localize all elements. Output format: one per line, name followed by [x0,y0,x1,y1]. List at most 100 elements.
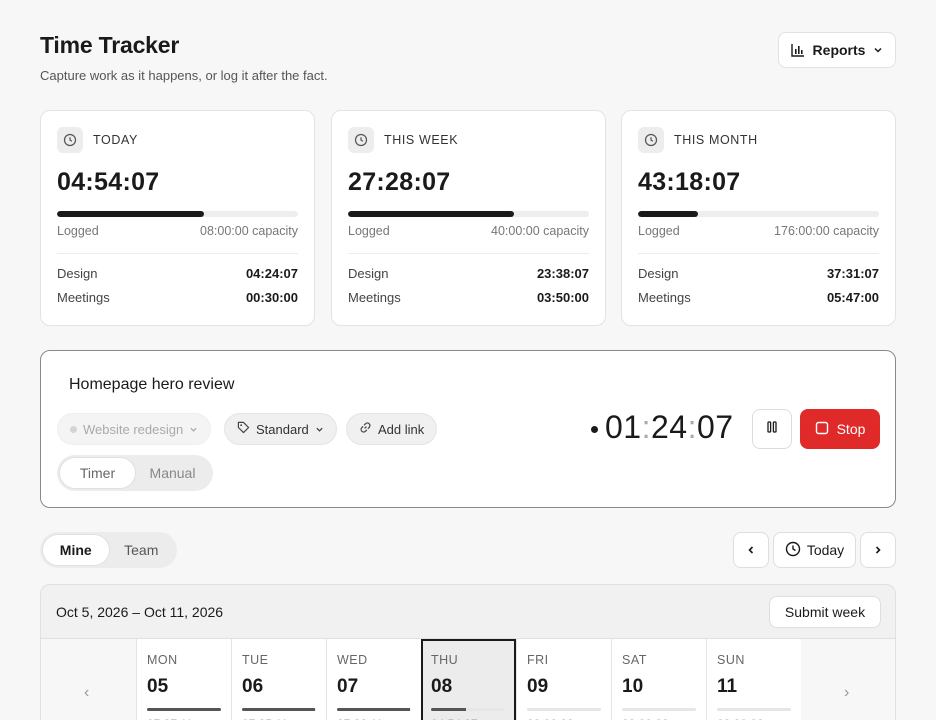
chevron-down-icon [189,422,198,437]
category-name: Meetings [638,290,691,305]
stop-button[interactable]: Stop [800,409,880,449]
day-progress-fill [147,708,221,711]
pause-icon [765,420,779,439]
tag-select[interactable]: Standard [224,413,337,445]
chevron-left-icon [746,542,756,558]
day-name: THU [431,653,459,667]
category-row: Meetings 03:50:00 [348,290,589,305]
week-day-strip: ‹ › MON 05 07:37:11 TUE 06 07:35:11 WED … [41,638,895,720]
day-name: SAT [622,653,647,667]
page-subtitle: Capture work as it happens, or log it af… [40,68,328,83]
stop-icon [815,421,829,438]
day-total: 04:54:07 [431,717,478,720]
chevron-right-icon [873,542,883,558]
day-cell[interactable]: FRI 09 00:00:00 [516,639,611,720]
pause-button[interactable] [752,409,792,449]
project-label: Website redesign [83,421,184,437]
day-total: 07:35:11 [242,717,288,720]
day-number: 07 [337,676,359,697]
stat-period-label: THIS WEEK [384,133,459,147]
category-row: Design 23:38:07 [348,266,589,281]
clock-seconds: 07 [696,409,734,445]
clock-minutes: 24 [650,409,688,445]
category-value: 05:47:00 [826,290,879,305]
active-timer-card: Homepage hero review Website redesign St… [40,350,896,508]
clock-hours: 01 [605,409,642,445]
task-title[interactable]: Homepage hero review [69,376,235,393]
view-team-button[interactable]: Team [124,542,159,558]
project-select[interactable]: Website redesign [57,413,212,445]
tag-label: Standard [256,421,309,437]
day-cell[interactable]: THU 08 04:54:07 [421,639,516,720]
day-name: MON [147,653,178,667]
add-link-button[interactable]: Add link [346,413,438,445]
day-cell[interactable]: WED 07 07:22:11 [326,639,421,720]
week-panel: Oct 5, 2026 – Oct 11, 2026 Submit week ‹… [40,584,896,720]
day-number: 05 [147,676,169,697]
category-row: Design 37:31:07 [638,266,879,281]
mode-timer-button[interactable]: Timer [60,458,135,488]
week-range: Oct 5, 2026 – Oct 11, 2026 [56,604,224,620]
day-total: 07:37:11 [147,717,193,720]
category-row: Meetings 00:30:00 [57,290,298,305]
day-number: 06 [242,676,264,697]
day-total: 00:00:00 [527,717,574,720]
day-number: 08 [431,676,453,697]
day-cell[interactable]: MON 05 07:37:11 [136,639,231,720]
view-mine-button[interactable]: Mine [43,535,109,565]
chevron-left-icon[interactable]: ‹ [84,684,90,701]
stat-period-label: TODAY [93,133,138,147]
chevron-right-icon[interactable]: › [844,684,850,701]
capacity-label: 08:00:00 capacity [200,224,298,238]
reports-button[interactable]: Reports [778,32,896,68]
today-button[interactable]: Today [773,532,856,568]
stat-card: THIS MONTH 43:18:07 Logged 176:00:00 cap… [621,110,896,326]
day-name: WED [337,653,368,667]
link-icon [359,421,372,437]
divider [638,253,879,254]
recording-indicator [591,426,598,433]
day-name: FRI [527,653,549,667]
clock-separator: : [687,409,697,445]
category-name: Meetings [57,290,110,305]
day-total: 07:22:11 [337,717,383,720]
day-progress-bar [147,708,221,711]
category-row: Meetings 05:47:00 [638,290,879,305]
clock-icon [638,127,664,153]
category-value: 00:30:00 [245,290,298,305]
stat-card: THIS WEEK 27:28:07 Logged 40:00:00 capac… [331,110,606,326]
day-cell[interactable]: SAT 10 00:00:00 [611,639,706,720]
submit-week-button[interactable]: Submit week [769,596,881,628]
day-number: 09 [527,676,549,697]
logged-label: Logged [638,224,680,238]
logged-label: Logged [348,224,390,238]
category-row: Design 04:24:07 [57,266,298,281]
progress-bar [638,211,879,217]
day-progress-bar [431,708,505,711]
mode-toggle: Timer Manual [57,455,213,491]
logged-label: Logged [57,224,99,238]
category-value: 37:31:07 [826,266,879,281]
progress-bar [348,211,589,217]
progress-bar [57,211,298,217]
progress-fill [57,211,204,217]
project-color-dot [70,425,77,433]
day-progress-bar [337,708,411,711]
day-progress-bar [242,708,316,711]
day-cell[interactable]: SUN 11 00:00:00 [706,639,801,720]
clock-separator: : [641,409,651,445]
day-number: 10 [622,676,644,697]
day-cell[interactable]: TUE 06 07:35:11 [231,639,326,720]
stat-total: 27:28:07 [348,168,451,196]
category-name: Design [57,266,98,281]
day-progress-fill [337,708,410,711]
tag-icon [237,421,250,437]
mode-manual-button[interactable]: Manual [149,465,196,481]
previous-week-button[interactable] [733,532,769,568]
stop-label: Stop [836,421,866,437]
next-week-button[interactable] [860,532,896,568]
day-name: TUE [242,653,269,667]
category-name: Design [638,266,679,281]
day-total: 00:00:00 [717,717,764,720]
bar-chart-icon [790,43,805,57]
